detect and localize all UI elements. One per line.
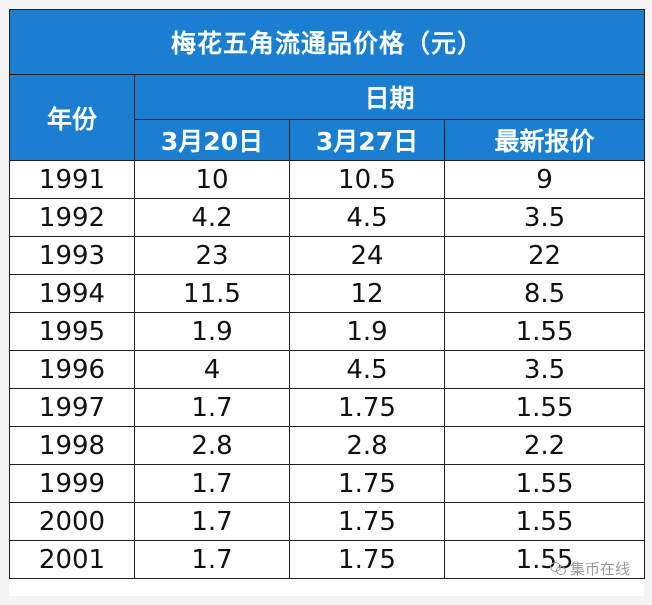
price-cell-latest: 1.55 xyxy=(443,540,646,579)
price-cell-latest: 8.5 xyxy=(443,274,646,313)
table-row: 1994 11.5 12 8.5 xyxy=(9,274,646,313)
year-cell: 2001 xyxy=(9,540,135,579)
price-cell-mar20: 1.7 xyxy=(134,464,290,503)
price-cell-mar27: 12 xyxy=(289,274,445,313)
year-cell: 1995 xyxy=(9,312,135,351)
year-cell: 1992 xyxy=(9,198,135,237)
price-cell-latest: 1.55 xyxy=(443,502,646,541)
price-cell-latest: 9 xyxy=(443,160,646,199)
price-cell-latest: 3.5 xyxy=(443,350,646,389)
price-cell-mar20: 1.7 xyxy=(134,502,290,541)
price-cell-latest: 1.55 xyxy=(443,388,646,427)
price-table: 梅花五角流通品价格（元） 年份 日期 3月20日 3月27日 最新报价 1991… xyxy=(8,9,646,579)
price-cell-mar20: 11.5 xyxy=(134,274,290,313)
price-cell-mar27: 10.5 xyxy=(289,160,445,199)
price-cell-latest: 2.2 xyxy=(443,426,646,465)
price-cell-mar20: 1.9 xyxy=(134,312,290,351)
table-row: 1995 1.9 1.9 1.55 xyxy=(9,312,646,351)
column-header-mar20: 3月20日 xyxy=(134,119,290,161)
year-cell: 1994 xyxy=(9,274,135,313)
table-row: 1993 23 24 22 xyxy=(9,236,646,275)
price-cell-mar27: 1.75 xyxy=(289,388,445,427)
price-cell-latest: 22 xyxy=(443,236,646,275)
price-cell-mar27: 1.75 xyxy=(289,540,445,579)
year-column-header: 年份 xyxy=(9,74,135,161)
year-cell: 1993 xyxy=(9,236,135,275)
table-row: 1991 10 10.5 9 xyxy=(9,160,646,199)
price-cell-mar20: 4 xyxy=(134,350,290,389)
year-cell: 1997 xyxy=(9,388,135,427)
table-title: 梅花五角流通品价格（元） xyxy=(8,9,646,75)
price-cell-mar27: 24 xyxy=(289,236,445,275)
price-cell-mar20: 23 xyxy=(134,236,290,275)
table-row: 2000 1.7 1.75 1.55 xyxy=(9,502,646,541)
table-row: 2001 1.7 1.75 1.55 xyxy=(9,540,646,579)
price-cell-mar20: 1.7 xyxy=(134,540,290,579)
price-cell-latest: 1.55 xyxy=(443,464,646,503)
price-cell-mar20: 4.2 xyxy=(134,198,290,237)
price-cell-mar27: 2.8 xyxy=(289,426,445,465)
year-cell: 2000 xyxy=(9,502,135,541)
price-cell-mar27: 1.9 xyxy=(289,312,445,351)
table-row: 1996 4 4.5 3.5 xyxy=(9,350,646,389)
price-cell-latest: 3.5 xyxy=(443,198,646,237)
table-body: 1991 10 10.5 9 1992 4.2 4.5 3.5 1993 23 24 22 1994 11… xyxy=(9,160,646,579)
price-cell-mar20: 10 xyxy=(134,160,290,199)
price-cell-mar27: 1.75 xyxy=(289,464,445,503)
price-cell-mar27: 4.5 xyxy=(289,198,445,237)
year-cell: 1998 xyxy=(9,426,135,465)
table-row: 1999 1.7 1.75 1.55 xyxy=(9,464,646,503)
price-cell-latest: 1.55 xyxy=(443,312,646,351)
table-row: 1992 4.2 4.5 3.5 xyxy=(9,198,646,237)
date-group-header: 日期 xyxy=(133,74,646,120)
year-cell: 1999 xyxy=(9,464,135,503)
column-header-latest-price: 最新报价 xyxy=(443,119,646,161)
year-cell: 1996 xyxy=(9,350,135,389)
year-cell: 1991 xyxy=(9,160,135,199)
price-cell-mar27: 4.5 xyxy=(289,350,445,389)
price-cell-mar27: 1.75 xyxy=(289,502,445,541)
column-header-mar27: 3月27日 xyxy=(289,119,445,161)
table-row: 1997 1.7 1.75 1.55 xyxy=(9,388,646,427)
price-table-container: 梅花五角流通品价格（元） 年份 日期 3月20日 3月27日 最新报价 1991… xyxy=(8,9,646,596)
price-cell-mar20: 1.7 xyxy=(134,388,290,427)
table-row: 1998 2.8 2.8 2.2 xyxy=(9,426,646,465)
price-cell-mar20: 2.8 xyxy=(134,426,290,465)
